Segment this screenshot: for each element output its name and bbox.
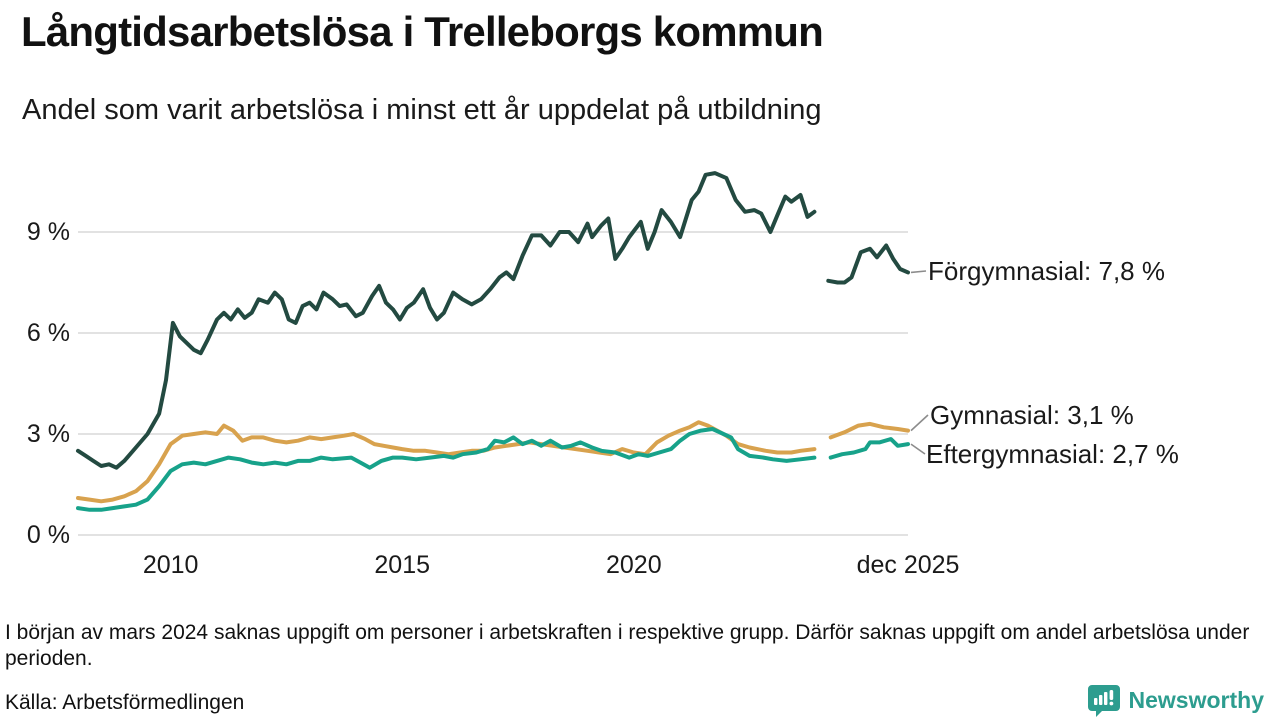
series-line-gymnasial	[76, 420, 910, 504]
branding-name: Newsworthy	[1128, 687, 1264, 713]
branding: Newsworthy	[1087, 684, 1264, 717]
y-tick-label-0: 0 %	[26, 521, 70, 549]
y-tick-label-6: 6 %	[26, 319, 70, 347]
x-tick-label-2020: 2020	[605, 551, 662, 579]
label-connector	[910, 270, 927, 274]
x-tick-label-dec-2025: dec 2025	[856, 551, 960, 579]
series-end-label-eftergymnasial: Eftergymnasial: 2,7 %	[926, 439, 1179, 469]
series-end-label-forgymnasial: Förgymnasial: 7,8 %	[928, 256, 1165, 286]
label-connector	[910, 443, 926, 455]
page-subtitle: Andel som varit arbetslösa i minst ett å…	[22, 94, 822, 126]
page-title: Långtidsarbetslösa i Trelleborgs kommun	[21, 8, 824, 55]
x-tick-label-2015: 2015	[374, 551, 431, 579]
footnote: I början av mars 2024 saknas uppgift om …	[5, 621, 1250, 670]
label-connector	[910, 414, 929, 432]
series-end-label-gymnasial: Gymnasial: 3,1 %	[930, 400, 1134, 430]
newsworthy-logo-icon	[1087, 684, 1121, 717]
y-tick-label-9: 9 %	[26, 218, 70, 246]
series-line-eftergymnasial	[76, 427, 910, 512]
x-tick-label-2010: 2010	[142, 551, 199, 579]
series-line-frgymnasial	[76, 171, 910, 470]
source-line: Källa: Arbetsförmedlingen	[5, 691, 245, 714]
y-tick-label-3: 3 %	[26, 420, 70, 448]
